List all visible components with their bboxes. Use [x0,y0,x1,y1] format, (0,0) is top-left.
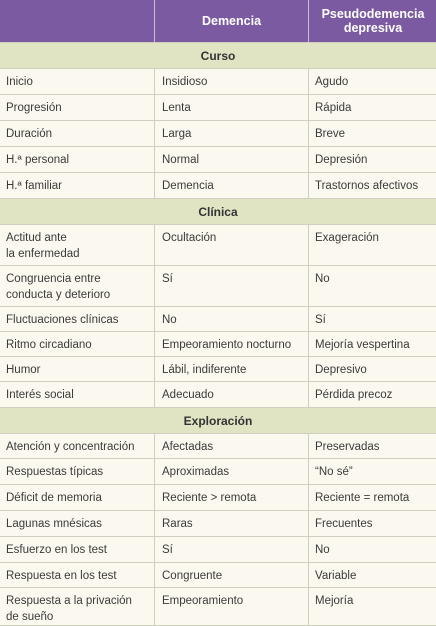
demencia-value: Lábil, indiferente [154,357,308,382]
demencia-value: Sí [154,537,308,563]
pseudodemencia-value: Breve [308,121,436,147]
table-row: Lagunas mnésicas Raras Frecuentes [0,510,436,537]
demencia-value: Adecuado [154,382,308,408]
table-row: Ritmo circadiano Empeoramiento nocturno … [0,331,436,357]
row-label: Progresión [6,102,62,114]
header-demencia: Demencia [154,0,308,42]
demencia-value: Empeoramiento nocturno [154,332,308,357]
pseudodemencia-value: Sí [308,307,436,332]
demencia-value: Raras [154,511,308,537]
pseudodemencia-value: Depresión [308,147,436,173]
pseudodemencia-value: Agudo [308,69,436,95]
row-label: Atención y concentración [6,440,135,453]
pseudodemencia-value: No [308,537,436,563]
pseudodemencia-value: Mejoría vespertina [308,332,436,357]
row-label: Duración [6,128,53,140]
pseudodemencia-value: Pérdida precoz [308,382,436,408]
table-row: Respuesta a la privación de sueño Empeor… [0,587,436,626]
pseudodemencia-value: Mejoría [308,588,436,626]
table-row: Déficit de memoria Reciente > remota Rec… [0,484,436,511]
section-title-exploracion: Exploración [0,407,436,434]
row-label: Respuesta a la privación de sueño [6,595,132,623]
section-title-clinica: Clínica [0,198,436,225]
table-row: Atención y concentración Afectadas Prese… [0,433,436,459]
table-row: H.ª familiar Demencia Trastornos afectiv… [0,172,436,199]
row-label: Ritmo circadiano [6,338,92,351]
demencia-value: No [154,307,308,332]
row-label: Respuestas típicas [6,466,104,478]
pseudodemencia-value: Exageración [308,225,436,266]
demencia-value: Normal [154,147,308,173]
pseudodemencia-value: Rápida [308,95,436,121]
demencia-value: Congruente [154,563,308,588]
row-label: Respuesta en los test [6,569,117,582]
row-label: Humor [6,363,41,376]
table-row: Progresión Lenta Rápida [0,94,436,121]
row-label: H.ª familiar [6,180,63,192]
table-row: H.ª personal Normal Depresión [0,146,436,173]
demencia-value: Insidioso [154,69,308,95]
row-label: H.ª personal [6,154,70,166]
row-label: Inicio [6,76,33,88]
row-label: Lagunas mnésicas [6,518,102,530]
pseudodemencia-value: No [308,266,436,307]
table-row: Fluctuaciones clínicas No Sí [0,306,436,332]
pseudodemencia-value: “No sé” [308,459,436,485]
table-row: Duración Larga Breve [0,120,436,147]
demencia-value: Sí [154,266,308,307]
header-pseudodemencia: Pseudodemencia depresiva [308,0,436,42]
table-header: Demencia Pseudodemencia depresiva [0,0,436,42]
pseudodemencia-value: Preservadas [308,434,436,459]
row-label: Déficit de memoria [6,492,102,504]
pseudodemencia-value: Frecuentes [308,511,436,537]
table-row: Respuestas típicas Aproximadas “No sé” [0,458,436,485]
section-title-curso: Curso [0,42,436,69]
demencia-value: Aproximadas [154,459,308,485]
table-row: Interés social Adecuado Pérdida precoz [0,381,436,408]
demencia-value: Larga [154,121,308,147]
table-row: Congruencia entre conducta y deterioro S… [0,265,436,307]
pseudodemencia-value: Trastornos afectivos [308,173,436,199]
pseudodemencia-value: Depresivo [308,357,436,382]
demencia-value: Demencia [154,173,308,199]
demencia-value: Ocultación [154,225,308,266]
table-row: Respuesta en los test Congruente Variabl… [0,562,436,588]
row-label: Interés social [6,389,74,401]
table-row: Actitud ante la enfermedad Ocultación Ex… [0,224,436,266]
table-row: Inicio Insidioso Agudo [0,68,436,95]
pseudodemencia-value: Reciente = remota [308,485,436,511]
row-label: Esfuerzo en los test [6,544,107,556]
pseudodemencia-value: Variable [308,563,436,588]
row-label: Congruencia entre conducta y deterioro [6,273,111,301]
table-row: Humor Lábil, indiferente Depresivo [0,356,436,382]
row-label: Fluctuaciones clínicas [6,313,119,326]
demencia-value: Afectadas [154,434,308,459]
demencia-value: Lenta [154,95,308,121]
demencia-value: Empeoramiento [154,588,308,626]
row-label: Actitud ante la enfermedad [6,232,80,260]
demencia-value: Reciente > remota [154,485,308,511]
table-row: Esfuerzo en los test Sí No [0,536,436,563]
